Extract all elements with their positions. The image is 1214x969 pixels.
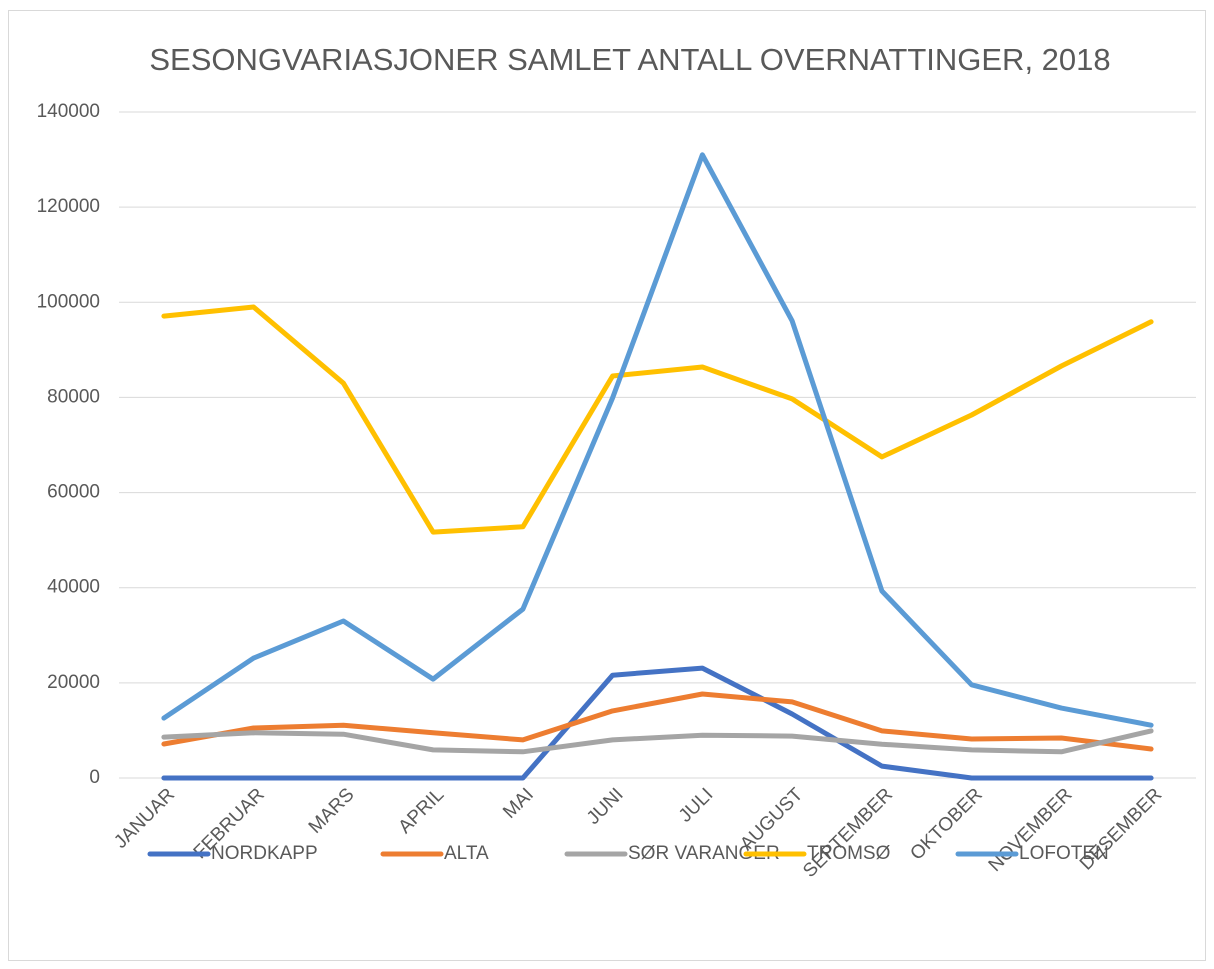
y-tick-label: 100000 [37, 291, 100, 312]
y-tick-label: 60000 [47, 482, 100, 503]
y-tick-label: 40000 [47, 577, 100, 598]
y-tick-label: 20000 [47, 672, 100, 693]
legend-label: LOFOTEN [1019, 843, 1109, 864]
y-tick-label: 120000 [37, 196, 100, 217]
y-tick-label: 140000 [37, 101, 100, 122]
y-tick-label: 0 [89, 767, 100, 788]
series-line [161, 691, 1154, 752]
y-tick-label: 80000 [47, 386, 100, 407]
series-line [161, 304, 1154, 535]
legend-label: NORDKAPP [211, 843, 318, 864]
legend-label: SØR VARANGER [628, 843, 780, 864]
series-line [161, 152, 1154, 728]
series-line [161, 665, 1154, 781]
chart-title: SESONGVARIASJONER SAMLET ANTALL OVERNATT… [149, 42, 1110, 77]
chart-border [8, 10, 1206, 961]
series-line [161, 728, 1154, 755]
legend-label: TROMSØ [807, 843, 891, 864]
legend-label: ALTA [444, 843, 489, 864]
